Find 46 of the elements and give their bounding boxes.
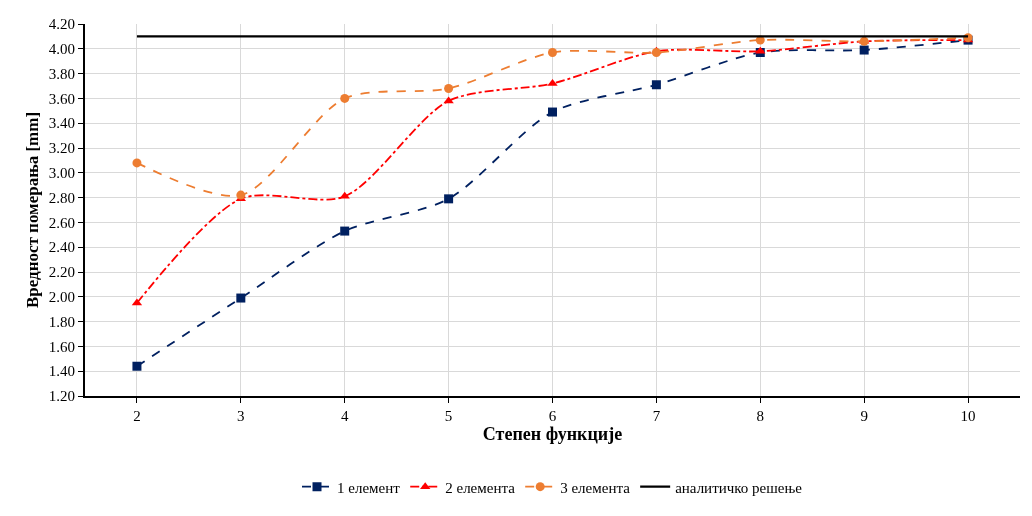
point <box>548 107 557 117</box>
y-tick-label: 3.60 <box>48 90 75 107</box>
x-tick-label: 7 <box>652 408 661 424</box>
x-tick-label: 4 <box>340 408 349 424</box>
point <box>859 45 869 55</box>
point <box>651 80 661 90</box>
point <box>339 191 350 199</box>
point <box>651 48 661 58</box>
point <box>443 96 454 104</box>
y-tick-label: 3.80 <box>48 65 75 82</box>
point <box>444 83 454 93</box>
x-tick-label: 9 <box>860 408 868 424</box>
y-tick-label: 2.20 <box>48 264 75 281</box>
x-tick-label: 5 <box>444 408 453 424</box>
point <box>132 158 142 168</box>
x-tick-label: 8 <box>756 408 765 424</box>
y-tick-label: 2.80 <box>48 189 75 206</box>
y-tick-label: 3.40 <box>48 115 75 132</box>
x-tick-label: 2 <box>133 408 141 424</box>
point <box>132 361 142 371</box>
legend-label: 2 елемента <box>445 479 516 496</box>
y-axis-title: Вредност померања [mm] <box>22 111 42 309</box>
point <box>340 226 350 236</box>
y-tick-label: 1.20 <box>48 388 75 405</box>
x-axis-title: Степен функције <box>482 424 623 444</box>
y-tick-label: 1.60 <box>48 338 75 355</box>
y-tick-label: 3.00 <box>48 165 75 182</box>
x-tick-label: 6 <box>548 408 557 424</box>
legend-label: 1 елемент <box>337 479 401 496</box>
y-tick-label: 1.80 <box>48 313 75 330</box>
point <box>548 48 557 58</box>
x-tick-label: 3 <box>237 408 245 424</box>
y-tick-label: 4.00 <box>48 41 75 58</box>
point <box>236 293 246 303</box>
y-tick-label: 2.40 <box>48 239 75 256</box>
y-tick-label: 4.20 <box>48 16 75 33</box>
y-tick-label: 2.60 <box>48 214 75 231</box>
y-tick-label: 3.20 <box>48 140 75 157</box>
x-tick-label: 10 <box>960 408 976 424</box>
point <box>444 194 454 204</box>
point <box>236 190 246 200</box>
y-tick-label: 2.00 <box>48 289 75 306</box>
y-tick-label: 1.40 <box>48 363 75 380</box>
legend-label: 3 елемента <box>560 479 631 496</box>
legend-label: аналитичко решење <box>675 479 803 496</box>
point <box>340 93 350 103</box>
